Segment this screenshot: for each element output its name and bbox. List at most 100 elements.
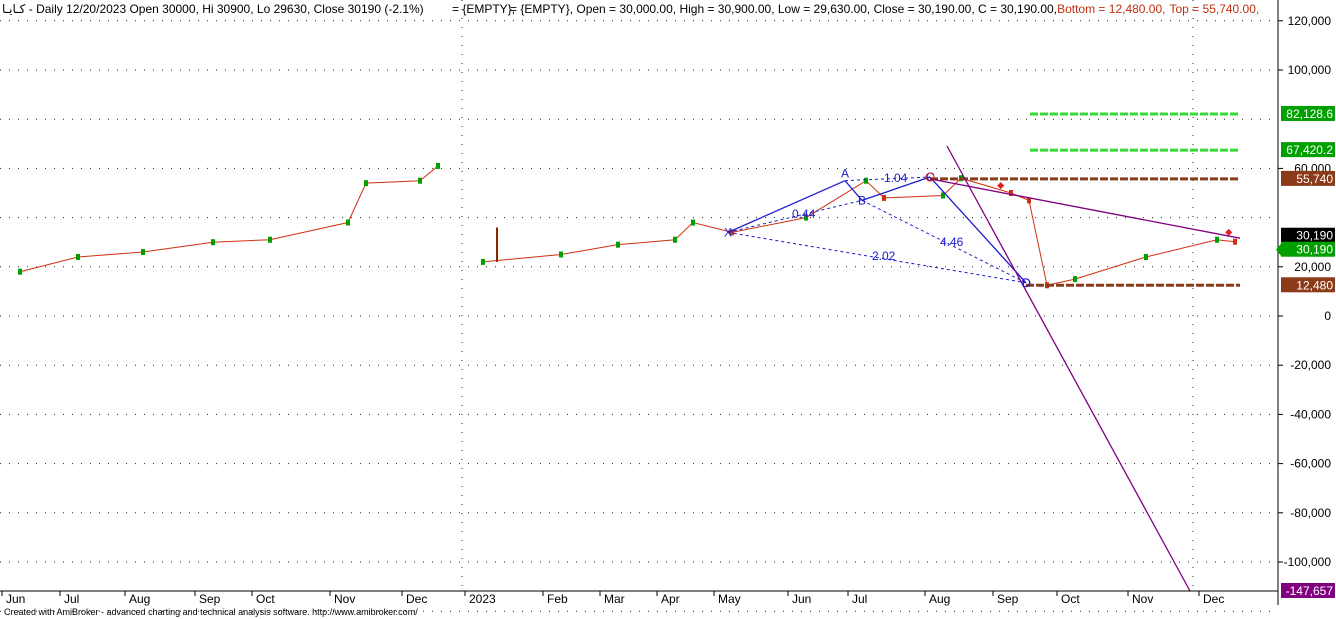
x-tick-label: 2023	[469, 592, 496, 606]
y-tick-label: -80,000	[1290, 506, 1331, 520]
pattern-leg	[727, 180, 846, 233]
candle	[730, 229, 734, 236]
price-tag	[1281, 227, 1335, 243]
candle	[436, 162, 440, 169]
candle	[691, 219, 695, 226]
price-tag	[1281, 142, 1335, 158]
grid	[0, 0, 1278, 612]
indicator-empty: = {EMPTY},	[452, 2, 515, 16]
top-value: Top = 55,740.00,	[1170, 2, 1260, 16]
x-tick-label: May	[718, 592, 741, 606]
signal-diamond	[1225, 228, 1233, 236]
ohlc-summary: - Daily 12/20/2023 Open 30000, Hi 30900,…	[25, 2, 423, 16]
x-axis: Jun Jul Aug Sep Oct Nov Dec 2023 Feb Mar Apr May Jun…	[1, 591, 1224, 606]
pattern-point-label: X	[724, 225, 732, 239]
trendline-steep	[946, 145, 1191, 592]
price-series	[18, 162, 1237, 289]
price-tag	[1281, 170, 1335, 186]
price-tag	[1281, 105, 1335, 121]
x-tick-label: Feb	[547, 592, 568, 606]
candle	[1233, 238, 1237, 245]
candle	[882, 194, 886, 201]
pattern-leg	[861, 176, 931, 201]
x-tick-label: Oct	[256, 592, 275, 606]
candle	[804, 214, 808, 221]
price-tag-label: 82,128.6	[1286, 107, 1333, 121]
marker-circle	[1021, 278, 1031, 288]
y-tick-label: 0	[1324, 309, 1331, 323]
candle	[864, 177, 868, 184]
x-tick-label: Sep	[199, 592, 221, 606]
x-tick-label: Aug	[929, 592, 950, 606]
candle	[1144, 253, 1148, 260]
candle	[1215, 236, 1219, 243]
ratio-label: 1.04	[884, 171, 908, 185]
candle	[418, 177, 422, 184]
chart-header: كـايـا - Daily 12/20/2023 Open 30000, Hi…	[2, 2, 1259, 16]
bottom-value: Bottom = 12,480.00,	[1057, 2, 1165, 16]
pattern-ratio-line	[727, 231, 1027, 284]
candle	[211, 239, 215, 246]
y-tick-label: -60,000	[1290, 457, 1331, 471]
price-tag	[1281, 241, 1335, 257]
x-tick-label: Mar	[604, 592, 625, 606]
x-tick-label: Dec	[1203, 592, 1224, 606]
pattern-point-label: A	[841, 167, 849, 181]
y-tick-label: 20,000	[1294, 260, 1331, 274]
price-tag-label: 67,420.2	[1286, 143, 1333, 157]
x-tick-label: Jul	[852, 592, 867, 606]
x-tick-label: Aug	[129, 592, 150, 606]
x-tick-label: Apr	[661, 592, 680, 606]
x-tick-label: Nov	[334, 592, 355, 606]
y-tick-label: 100,000	[1288, 63, 1332, 77]
y-tick-label: -100,000	[1284, 555, 1332, 569]
candle	[559, 251, 563, 258]
pattern-point-label: D	[1022, 276, 1031, 290]
ratio-label: 4.46	[940, 235, 964, 249]
price-tag	[1281, 583, 1335, 598]
y-tick-label: -20,000	[1290, 358, 1331, 372]
y-tick-label: -40,000	[1290, 407, 1331, 421]
candle	[18, 268, 22, 275]
signal-diamond	[997, 182, 1005, 190]
x-tick-label: Dec	[406, 592, 427, 606]
x-tick-label: Oct	[1061, 592, 1080, 606]
pattern-ratio-line	[727, 199, 863, 233]
price-tag-pointer	[1276, 243, 1281, 256]
x-tick-label: Jun	[6, 592, 25, 606]
y-tick-label: 120,000	[1288, 14, 1332, 28]
candle	[268, 236, 272, 243]
candle	[1009, 190, 1013, 196]
x-tick-label: Nov	[1132, 592, 1153, 606]
candle	[364, 180, 368, 187]
ratio-label: 2.02	[872, 249, 896, 263]
pattern-ratio-line	[861, 199, 1027, 284]
candle	[1073, 276, 1077, 283]
price-tag-label: 30,190	[1296, 229, 1333, 243]
candle	[141, 249, 145, 256]
price-tag-label: -147,657	[1286, 584, 1334, 598]
price-tags: 82,128.667,420.255,74031,627.130,19030,1…	[1276, 105, 1335, 598]
ratio-label: 0.44	[792, 207, 816, 221]
price-line-2022	[19, 165, 439, 273]
price-tag-label: 12,480	[1296, 278, 1333, 292]
price-tag-label: 30,190	[1296, 243, 1333, 257]
candle	[616, 241, 620, 248]
symbol-name: كـايـا	[2, 2, 26, 16]
overlay-drawings: X AB C D 0.44 1.04 2.02 4.46	[724, 112, 1241, 592]
price-line-2023	[482, 177, 1236, 286]
pattern-point-label: C	[926, 170, 935, 184]
trendline-resistance	[929, 178, 1241, 239]
x-tick-label: Jun	[792, 592, 811, 606]
candle	[673, 236, 677, 243]
y-axis: 120,000100,00060,00020,0000-20,000-40,00…	[1278, 14, 1331, 569]
candle	[941, 192, 945, 199]
price-tag-label: 55,740	[1296, 172, 1333, 186]
price-tag	[1281, 277, 1335, 293]
x-tick-label: Sep	[997, 592, 1019, 606]
pattern-leg	[929, 176, 1027, 284]
candle	[76, 253, 80, 260]
footer-credit: Created with AmiBroker - advanced charti…	[4, 607, 418, 617]
indicator-values: = {EMPTY}, Open = 30,000.00, High = 30,9…	[510, 2, 1057, 16]
